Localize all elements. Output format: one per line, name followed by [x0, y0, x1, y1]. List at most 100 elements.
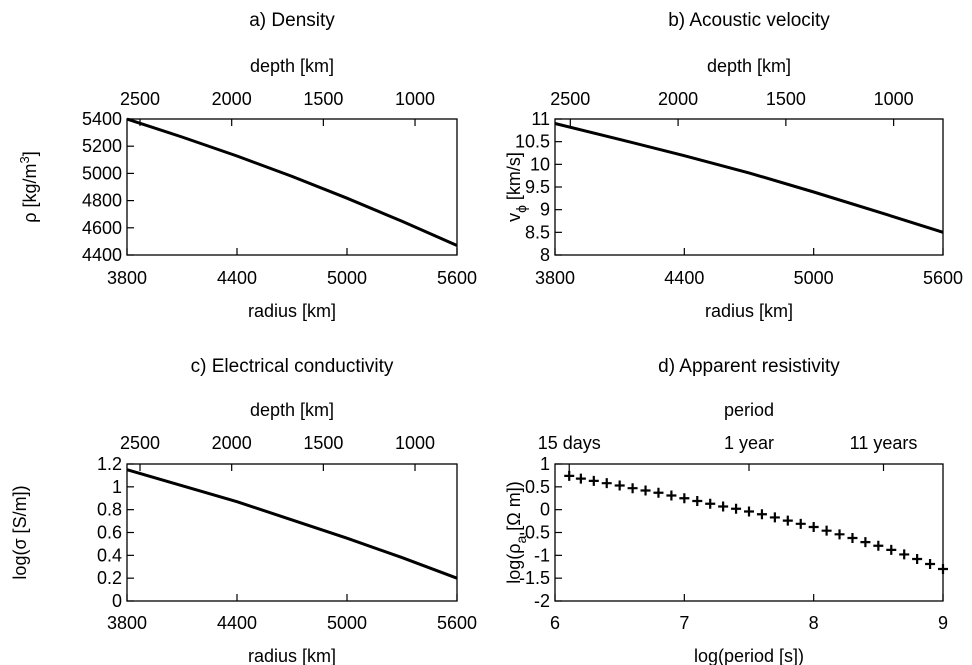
x-tick-label: 5000 — [794, 268, 834, 288]
data-point — [795, 518, 806, 529]
y-axis-label-sup: 3 — [17, 156, 32, 163]
data-point — [718, 501, 729, 512]
x-tick-label: 6 — [550, 613, 560, 633]
plot-frame — [554, 463, 944, 602]
data-point — [834, 529, 845, 540]
data-point — [564, 470, 575, 481]
y-axis-label-sub: a — [513, 535, 529, 543]
x2-tick-label: 2500 — [120, 89, 160, 109]
y-tick-label: 8 — [540, 245, 550, 265]
data-point — [756, 509, 767, 520]
data-point — [808, 522, 819, 533]
data-point — [821, 525, 832, 536]
x-tick-label: 4400 — [217, 613, 257, 633]
y-tick-label: 9 — [540, 200, 550, 220]
series-line-1 — [554, 122, 944, 234]
series-line-1 — [126, 117, 458, 247]
data-point — [679, 493, 690, 504]
y-axis-label-main: v — [504, 213, 524, 222]
data-point — [899, 549, 910, 560]
data-point — [860, 537, 871, 548]
y-tick-label: 8.5 — [525, 222, 550, 242]
data-point — [666, 490, 677, 501]
y-axis-label: ρ [kg/m3] — [17, 151, 40, 223]
chart-panel-4: d) Apparent resistivity 6 7 8 9 -2 -1.5 -1-0.5 0… — [504, 356, 948, 665]
y-axis-label-main: ρ [kg/m — [20, 164, 40, 223]
y-tick-label: 9.5 — [525, 177, 550, 197]
x-tick-label: 5600 — [437, 613, 477, 633]
data-point — [601, 478, 612, 489]
data-point — [873, 540, 884, 551]
y-tick-label: 11 — [531, 109, 550, 129]
x2-tick-label: 1500 — [766, 89, 806, 109]
data-point — [614, 480, 625, 491]
x-tick-label: 8 — [809, 613, 819, 633]
x2-axis-label: period — [724, 400, 774, 420]
y-tick-label: 10.5 — [515, 132, 550, 152]
y-tick-label: 4600 — [82, 218, 122, 238]
y-axis-label-tail: [Ω m]) — [504, 481, 524, 535]
plot-frame — [126, 118, 458, 256]
y-tick-label: -0.5 — [519, 523, 550, 543]
data-point — [575, 473, 586, 484]
x2-axis-label: depth [km] — [250, 56, 334, 76]
y-tick-label: 0 — [112, 591, 122, 611]
y-tick-label: -1.5 — [519, 568, 550, 588]
data-point — [886, 544, 897, 555]
x-axis-label: radius [km] — [248, 646, 336, 665]
x2-tick-label: 1000 — [874, 89, 914, 109]
chart-title: b) Acoustic velocity — [668, 10, 830, 31]
y-axis-label: log(σ [S/m]) — [10, 485, 30, 579]
x-tick-label: 5000 — [327, 268, 367, 288]
data-point — [769, 512, 780, 523]
x2-tick-label: 2000 — [212, 433, 252, 453]
x2-axis-label: depth [km] — [707, 56, 791, 76]
plot-frame — [554, 118, 944, 256]
y-tick-label: 1 — [112, 477, 122, 497]
y-tick-label: 0.5 — [525, 477, 550, 497]
y-tick-label: 10 — [530, 154, 550, 174]
y-tick-label: 5000 — [82, 163, 122, 183]
chart-title: d) Apparent resistivity — [658, 356, 840, 377]
x2-tick-label: 1000 — [395, 89, 435, 109]
y-tick-label: 4400 — [82, 245, 122, 265]
data-point — [653, 487, 664, 498]
data-point — [692, 495, 703, 506]
x2-tick-label: 1 year — [724, 433, 774, 453]
x2-axis-label: depth [km] — [250, 400, 334, 420]
x-tick-label: 9 — [938, 613, 948, 633]
y-tick-label: 0 — [540, 500, 550, 520]
x2-tick-label: 11 years — [850, 433, 918, 453]
y-tick-label: 1.2 — [97, 454, 122, 474]
y-tick-label: 0.4 — [97, 545, 122, 565]
y-axis-label: log(ρa [Ω m]) — [504, 481, 529, 584]
y-axis-label-main: log(ρ — [504, 543, 524, 583]
data-point — [588, 475, 599, 486]
data-point — [912, 553, 923, 564]
y-tick-label: 5200 — [82, 136, 122, 156]
x2-tick-label: 15 days — [538, 433, 601, 453]
x2-tick-label: 2000 — [212, 89, 252, 109]
x-axis-label: radius [km] — [705, 301, 793, 321]
x2-tick-label: 2500 — [120, 433, 160, 453]
y-axis-label-main: log(σ [S/m]) — [10, 485, 30, 579]
y-axis-label: vϕ [km/s] — [504, 152, 529, 222]
data-point — [925, 559, 936, 570]
x-tick-label: 3800 — [107, 613, 147, 633]
x-tick-label: 4400 — [217, 268, 257, 288]
x2-tick-label: 2000 — [658, 89, 698, 109]
x-axis-label: log(period [s]) — [694, 646, 804, 665]
y-tick-label: -1 — [534, 545, 550, 565]
y-tick-label: -2 — [534, 591, 550, 611]
y-axis-label-tail: [km/s] — [504, 152, 524, 205]
x-axis-label: radius [km] — [248, 301, 336, 321]
data-point — [938, 564, 948, 575]
y-tick-label: 4800 — [82, 191, 122, 211]
chart-title: c) Electrical conductivity — [191, 356, 394, 377]
x-tick-label: 7 — [679, 613, 689, 633]
x-tick-label: 4400 — [664, 268, 704, 288]
x2-tick-label: 1000 — [395, 433, 435, 453]
x-tick-label: 5000 — [327, 613, 367, 633]
chart-panel-3: c) Electrical conductivity 3800 4400 5000 56… — [10, 356, 477, 665]
y-tick-label: 0.8 — [97, 500, 122, 520]
